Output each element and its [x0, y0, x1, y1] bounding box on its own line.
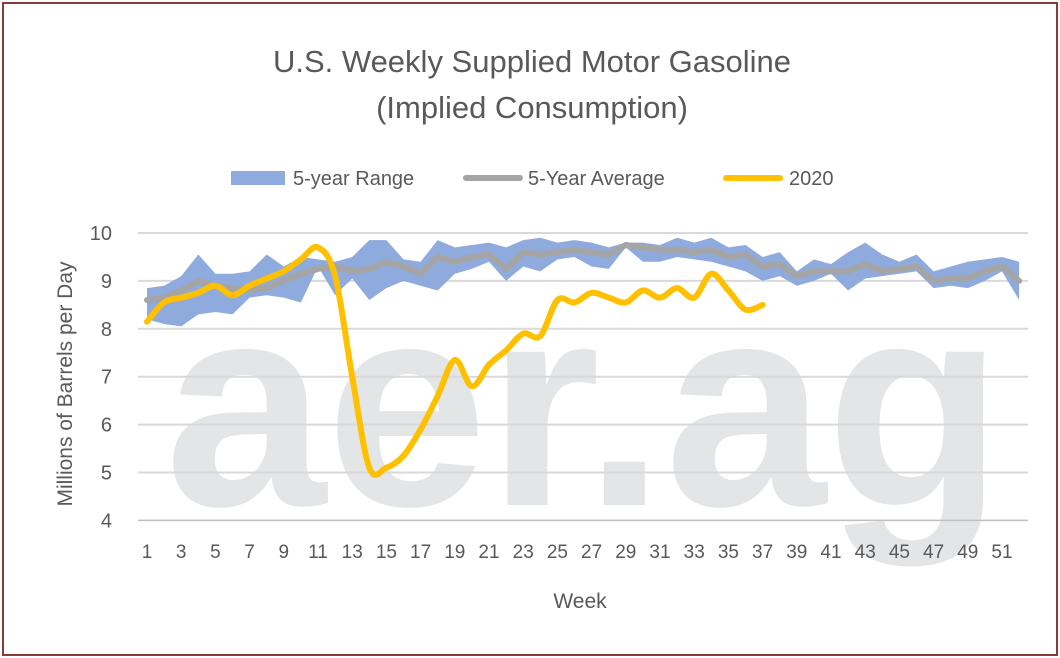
x-tick-label: 3 — [176, 542, 187, 563]
y-tick-label: 5 — [101, 463, 112, 485]
y-tick-label: 7 — [101, 367, 112, 389]
x-tick-label: 15 — [376, 542, 397, 563]
range-area — [147, 237, 1020, 327]
legend-label-2020: 2020 — [789, 168, 834, 190]
x-tick-label: 27 — [581, 542, 602, 563]
x-tick-label: 31 — [649, 542, 670, 563]
x-tick-label: 1 — [142, 542, 153, 563]
y-tick-label: 10 — [90, 223, 112, 245]
x-tick-label: 11 — [308, 542, 328, 563]
x-tick-label: 9 — [279, 542, 290, 563]
chart-title: U.S. Weekly Supplied Motor Gasoline — [273, 44, 791, 79]
x-tick-label: 23 — [513, 542, 534, 563]
x-tick-label: 25 — [547, 542, 568, 563]
x-tick-label: 39 — [786, 542, 807, 563]
y-tick-label: 6 — [101, 415, 112, 437]
x-tick-label: 35 — [718, 542, 739, 563]
x-tick-label: 51 — [991, 542, 1012, 563]
x-tick-label: 49 — [957, 542, 978, 563]
x-tick-label: 29 — [615, 542, 636, 563]
y-tick-label: 9 — [101, 271, 112, 293]
x-tick-label: 43 — [855, 542, 876, 563]
x-tick-label: 7 — [244, 542, 255, 563]
x-tick-label: 13 — [342, 542, 363, 563]
x-axis-label: Week — [553, 590, 607, 613]
x-tick-label: 21 — [478, 542, 499, 563]
x-tick-label: 47 — [923, 542, 944, 563]
x-tick-label: 41 — [820, 542, 841, 563]
y-axis-label: Millions of Barrels per Day — [54, 261, 77, 507]
x-tick-label: 19 — [444, 542, 465, 563]
legend-label-average: 5-Year Average — [528, 168, 665, 190]
x-tick-label: 37 — [752, 542, 773, 563]
x-tick-label: 33 — [684, 542, 705, 563]
chart-subtitle: (Implied Consumption) — [376, 90, 688, 125]
legend-label-range: 5-year Range — [293, 168, 414, 190]
average-line — [144, 241, 1023, 304]
x-tick-label: 5 — [210, 542, 221, 563]
y-tick-label: 4 — [101, 510, 112, 532]
line-2020 — [144, 243, 766, 478]
legend: 5-year Range 5-Year Average 2020 — [231, 168, 834, 190]
legend-swatch-range — [231, 171, 285, 185]
x-tick-label: 45 — [889, 542, 910, 563]
y-tick-label: 8 — [101, 319, 112, 341]
x-tick-label: 17 — [410, 542, 431, 563]
